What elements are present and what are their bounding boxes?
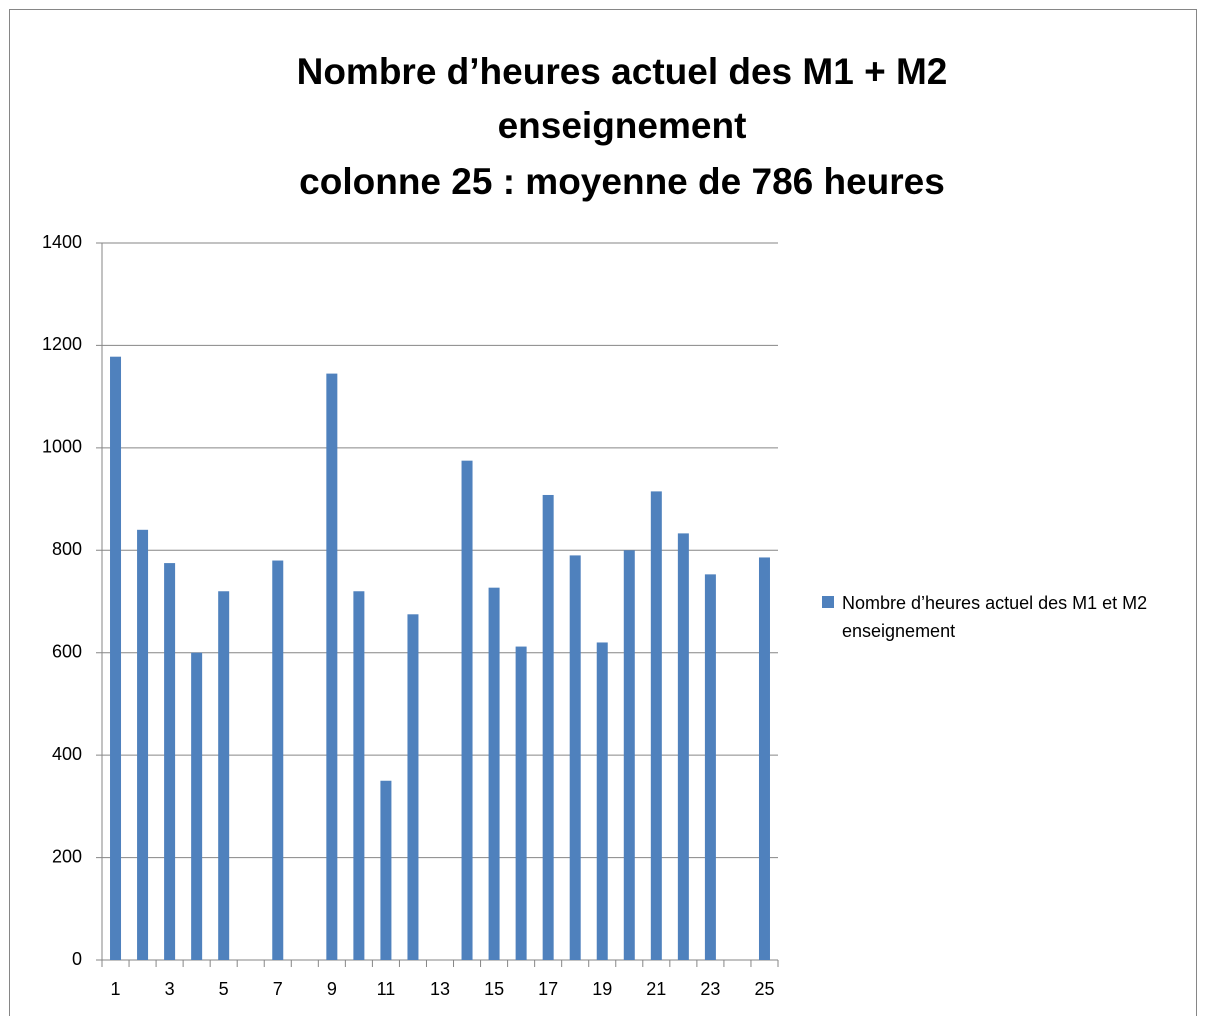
bar xyxy=(326,373,338,960)
bar xyxy=(461,460,473,960)
x-tick-label: 7 xyxy=(273,979,283,999)
chart-title: Nombre d’heures actuel des M1 + M2 xyxy=(297,51,948,92)
bar xyxy=(407,614,419,960)
y-tick-label: 1400 xyxy=(42,232,82,252)
bar xyxy=(272,560,284,960)
y-tick-label: 0 xyxy=(72,949,82,969)
legend-swatch xyxy=(822,596,834,608)
bar xyxy=(488,587,500,960)
bar xyxy=(596,642,608,960)
x-tick-label: 19 xyxy=(592,979,612,999)
y-tick-label: 1200 xyxy=(42,334,82,354)
bar xyxy=(542,494,554,960)
x-tick-label: 1 xyxy=(111,979,121,999)
x-tick-label: 11 xyxy=(377,979,396,999)
bar xyxy=(218,591,230,960)
bar xyxy=(137,529,149,960)
bar xyxy=(380,780,392,960)
chart-border xyxy=(9,9,1197,1016)
bar xyxy=(191,652,203,960)
chart-title: colonne 25 : moyenne de 786 heures xyxy=(299,161,945,202)
x-tick-label: 17 xyxy=(538,979,558,999)
y-tick-label: 200 xyxy=(52,846,82,866)
x-tick-label: 25 xyxy=(754,979,774,999)
bar xyxy=(569,555,581,960)
x-tick-label: 13 xyxy=(430,979,450,999)
legend-label: Nombre d’heures actuel des M1 et M2 ense… xyxy=(842,593,1148,641)
x-tick-label: 9 xyxy=(327,979,337,999)
y-tick-label: 400 xyxy=(52,744,82,764)
bar xyxy=(704,574,716,960)
bar xyxy=(677,533,689,960)
bar xyxy=(623,550,635,960)
y-tick-label: 1000 xyxy=(42,437,82,457)
chart-title: enseignement xyxy=(498,105,747,146)
x-tick-label: 3 xyxy=(165,979,175,999)
x-tick-label: 21 xyxy=(646,979,666,999)
y-tick-label: 800 xyxy=(52,539,82,559)
bar xyxy=(110,356,122,961)
bar xyxy=(758,557,770,960)
x-tick-label: 5 xyxy=(219,979,229,999)
y-tick-label: 600 xyxy=(52,641,82,661)
bar xyxy=(515,646,527,960)
x-tick-label: 23 xyxy=(700,979,720,999)
x-tick-label: 15 xyxy=(484,979,504,999)
bar xyxy=(164,563,176,960)
bar xyxy=(353,591,365,960)
bar xyxy=(650,491,662,960)
